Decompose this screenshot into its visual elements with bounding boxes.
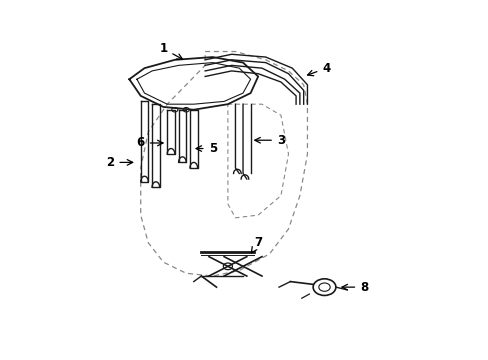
Text: 6: 6 [136, 136, 163, 149]
Text: 5: 5 [196, 142, 216, 155]
Text: 4: 4 [307, 62, 330, 76]
Text: 2: 2 [106, 156, 132, 169]
Text: 3: 3 [254, 134, 285, 147]
Text: 8: 8 [341, 281, 367, 294]
Text: 1: 1 [159, 42, 182, 59]
Text: 7: 7 [251, 236, 262, 253]
